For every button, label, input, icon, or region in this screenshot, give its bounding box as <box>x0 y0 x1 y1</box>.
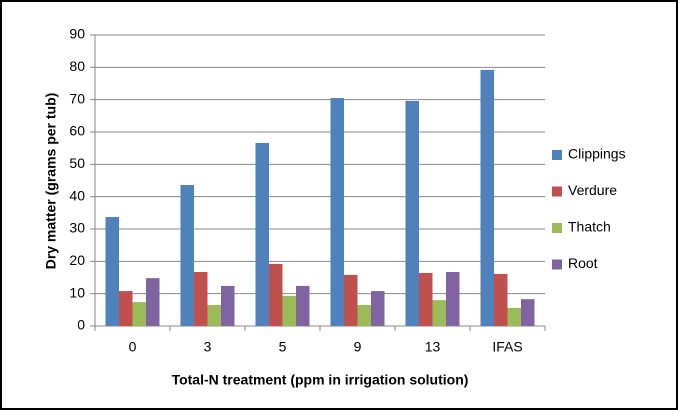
bar <box>207 304 221 326</box>
bar <box>480 69 494 327</box>
bar <box>494 273 508 326</box>
bar <box>344 274 358 326</box>
bar <box>132 302 146 326</box>
bar <box>269 263 283 326</box>
y-tick-label: 10 <box>69 284 85 300</box>
x-axis-title: Total-N treatment (ppm in irrigation sol… <box>172 372 469 388</box>
x-tick-label: 9 <box>354 339 362 355</box>
bar <box>194 272 208 326</box>
x-tick-label: 5 <box>279 339 287 355</box>
bar <box>282 295 296 326</box>
y-tick-label: 40 <box>69 187 85 203</box>
legend-label: Verdure <box>568 182 617 198</box>
legend-swatch <box>552 223 562 233</box>
bar <box>180 185 194 326</box>
x-tick-label: 13 <box>425 339 441 355</box>
bar <box>296 285 310 326</box>
y-tick-label: 20 <box>69 252 85 268</box>
y-tick-label: 80 <box>69 58 85 74</box>
x-tick-label: 0 <box>129 339 137 355</box>
y-tick-label: 50 <box>69 155 85 171</box>
bar <box>255 142 269 326</box>
y-tick-label: 30 <box>69 220 85 236</box>
bar <box>446 272 460 326</box>
bar <box>419 272 433 326</box>
bar <box>221 285 235 326</box>
y-tick-label: 70 <box>69 90 85 106</box>
legend-swatch <box>552 186 562 197</box>
bar <box>405 100 419 327</box>
bar <box>357 304 371 326</box>
bar <box>146 278 160 326</box>
legend-swatch <box>552 259 562 270</box>
legend-label: Clippings <box>568 146 626 162</box>
x-tick-label: IFAS <box>492 339 522 355</box>
y-axis-title: Dry matter (grams per tub) <box>43 93 59 270</box>
bar <box>371 291 385 326</box>
legend-swatch <box>552 150 562 160</box>
bar <box>105 217 119 326</box>
y-tick-label: 90 <box>69 26 85 42</box>
bar <box>330 98 344 326</box>
bar <box>119 291 133 326</box>
bar <box>432 300 446 326</box>
bar <box>507 307 521 326</box>
y-tick-label: 0 <box>77 317 85 333</box>
legend-label: Root <box>568 255 598 271</box>
x-tick-label: 3 <box>204 339 212 355</box>
bar <box>521 299 535 326</box>
legend-label: Thatch <box>568 219 611 235</box>
y-tick-label: 60 <box>69 123 85 139</box>
